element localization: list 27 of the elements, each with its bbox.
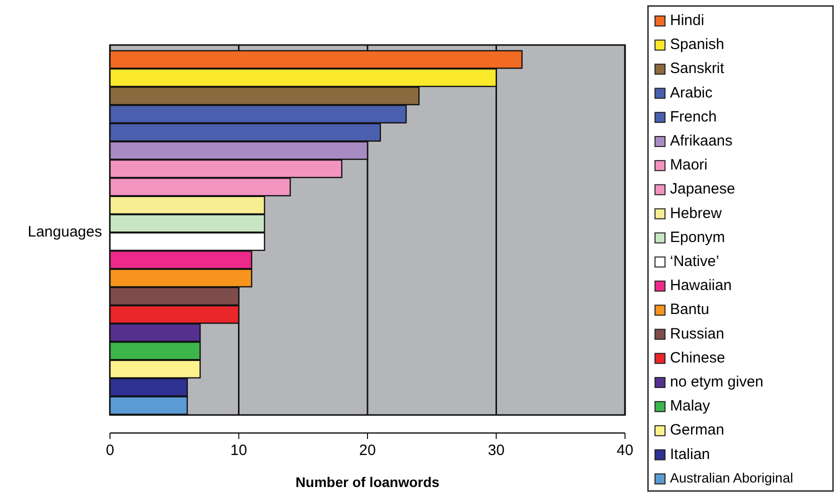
legend-label: Italian (670, 446, 710, 463)
legend-label: German (670, 422, 724, 439)
y-axis-title: Languages (28, 223, 102, 240)
legend-label: Arabic (670, 84, 714, 102)
legend-label: Australian Aboriginal (670, 470, 794, 486)
legend-label: Hebrew (670, 204, 722, 222)
x-tick-label: 40 (616, 442, 634, 459)
legend-label: Bantu (670, 301, 710, 318)
x-tick-label: 20 (359, 442, 376, 459)
legend-label: French (670, 108, 717, 126)
x-tick-label: 30 (488, 442, 505, 459)
legend-label: ‘Native’ (670, 252, 720, 270)
x-axis-title: Number of loanwords (296, 474, 440, 490)
legend-label: Russian (670, 325, 724, 342)
legend-label: Hindi (670, 12, 704, 29)
legend-label: Afrikaans (670, 132, 733, 150)
legend-label: Chinese (670, 349, 726, 366)
legend-label: Sanskrit (670, 60, 726, 78)
legend-label: Eponym (670, 228, 726, 246)
legend-label: Spanish (670, 36, 724, 54)
legend-label: no etym given (670, 373, 764, 390)
legend-label: Japanese (670, 180, 736, 198)
legend-label: Maori (670, 156, 708, 174)
legend-label: Malay (670, 398, 711, 415)
x-tick-label: 10 (230, 442, 248, 459)
legend-label: Hawaiian (670, 277, 732, 294)
x-tick-label: 0 (106, 442, 114, 459)
